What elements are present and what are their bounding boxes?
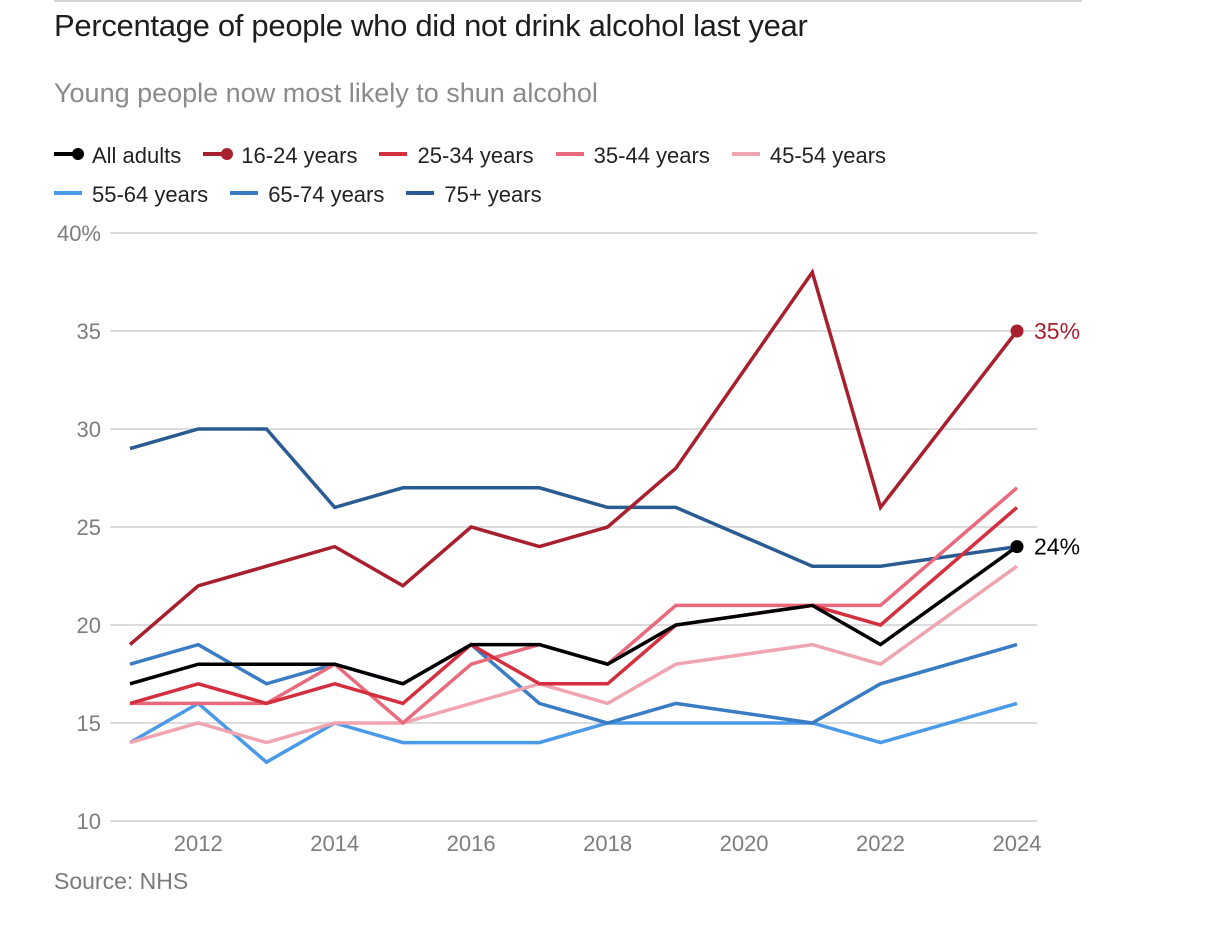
legend-label: 75+ years — [444, 182, 542, 208]
legend-swatch-25-34-years — [379, 152, 408, 157]
x-tick-label: 2022 — [856, 831, 905, 856]
series-line-35-44-years — [130, 486, 1019, 726]
legend-swatch-75-years — [406, 191, 435, 196]
legend-item-45-54-years: 45-54 years — [731, 136, 887, 175]
y-tick-label: 35 — [77, 319, 101, 344]
x-tick-label: 2020 — [720, 831, 769, 856]
y-tick-label: 10 — [77, 809, 101, 834]
legend-label: 25-34 years — [417, 143, 534, 169]
legend-label: All adults — [92, 143, 182, 169]
source-note: Source: NHS — [54, 868, 189, 894]
end-labels: 35% 24% — [1010, 318, 1080, 560]
legend-swatch-35-44-years — [555, 152, 584, 157]
series-line-16-24-years — [128, 268, 1019, 646]
series-line-45-54-years — [129, 564, 1019, 745]
y-axis-labels: 10 15 20 25 30 35 40% — [57, 221, 101, 834]
legend-item-35-44-years: 35-44 years — [555, 136, 710, 175]
legend-item-16-24-years: 16-24 years — [203, 136, 357, 175]
x-tick-label: 2018 — [583, 831, 632, 856]
legend-label: 16-24 years — [241, 143, 358, 169]
end-label-all-adults: 24% — [1034, 534, 1080, 560]
x-axis-labels: 2012 2014 2016 2018 2020 2022 2024 — [174, 831, 1042, 856]
legend-swatch-16-24-years — [203, 148, 234, 161]
series-line-25-34-years — [129, 506, 1019, 706]
x-tick-label: 2014 — [310, 831, 359, 856]
legend-item-75-years: 75+ years — [406, 175, 542, 214]
series-line-55-64-years — [129, 701, 1018, 765]
legend-item-25-34-years: 25-34 years — [379, 136, 534, 175]
legend-item-55-64-years: 55-64 years — [54, 175, 208, 214]
series-lines — [128, 268, 1019, 765]
x-tick-label: 2012 — [174, 831, 223, 856]
legend-item-all-adults: All adults — [54, 136, 181, 175]
legend-label: 45-54 years — [769, 143, 887, 169]
chart-title: Percentage of people who did not drink a… — [54, 8, 808, 43]
y-tick-label: 40% — [57, 221, 101, 246]
end-marker-16-24-years — [1010, 324, 1024, 338]
end-label-16-24-years: 35% — [1034, 318, 1080, 344]
series-line-75-years — [129, 427, 1018, 568]
series-line-all-adults — [129, 545, 1019, 686]
top-divider — [54, 0, 1082, 2]
y-tick-label: 15 — [77, 711, 101, 736]
legend-swatch-all-adults — [54, 148, 84, 161]
legend-label: 65-74 years — [268, 182, 385, 208]
chart-subtitle: Young people now most likely to shun alc… — [54, 78, 598, 108]
legend-swatch-45-54-years — [731, 152, 760, 157]
y-tick-label: 30 — [77, 417, 101, 442]
y-tick-label: 25 — [77, 515, 101, 540]
legend-item-65-74-years: 65-74 years — [230, 175, 384, 214]
legend: All adults 16-24 years 25-34 years 35-44 ye… — [54, 136, 1044, 214]
x-tick-label: 2016 — [447, 831, 496, 856]
x-tick-label: 2024 — [993, 831, 1042, 856]
series-line-65-74-years — [129, 642, 1018, 725]
legend-label: 55-64 years — [92, 182, 209, 208]
legend-swatch-65-74-years — [230, 191, 259, 196]
y-tick-label: 20 — [77, 613, 101, 638]
end-marker-all-adults — [1010, 540, 1024, 554]
legend-swatch-55-64-years — [54, 191, 82, 196]
legend-label: 35-44 years — [593, 143, 710, 169]
